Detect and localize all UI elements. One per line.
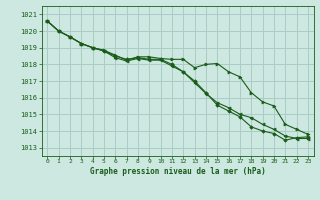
X-axis label: Graphe pression niveau de la mer (hPa): Graphe pression niveau de la mer (hPa) (90, 167, 266, 176)
